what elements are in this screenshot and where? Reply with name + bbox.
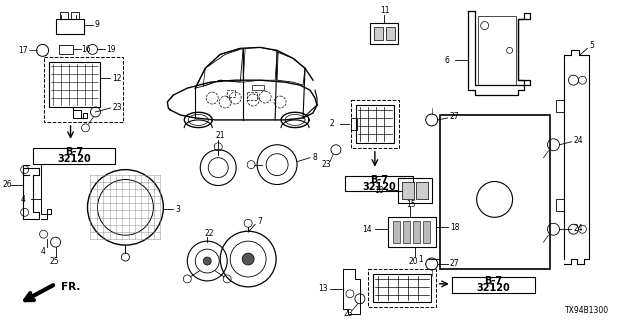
- Circle shape: [204, 257, 211, 265]
- Text: 8: 8: [312, 153, 317, 162]
- Text: 15: 15: [406, 200, 415, 209]
- Text: 27: 27: [450, 112, 460, 122]
- Text: B-7: B-7: [65, 147, 83, 157]
- Text: 14: 14: [362, 225, 372, 234]
- Text: 16: 16: [81, 45, 91, 54]
- Text: 24: 24: [573, 224, 583, 233]
- Text: 32120: 32120: [57, 154, 91, 164]
- Text: 18: 18: [450, 223, 460, 232]
- Text: 19: 19: [106, 45, 116, 54]
- Text: 4: 4: [20, 195, 26, 204]
- Bar: [345, 176, 413, 191]
- Text: 26: 26: [3, 180, 12, 189]
- Bar: [44, 57, 124, 122]
- Text: B-7: B-7: [484, 276, 502, 286]
- Text: FR.: FR.: [61, 282, 80, 292]
- Bar: [370, 22, 398, 44]
- Text: 7: 7: [257, 217, 262, 226]
- Bar: [557, 100, 564, 112]
- Text: 5: 5: [589, 41, 595, 50]
- Bar: [402, 181, 414, 199]
- Text: TX94B1300: TX94B1300: [565, 306, 609, 315]
- Bar: [413, 221, 420, 243]
- Bar: [452, 277, 534, 293]
- Bar: [416, 181, 428, 199]
- Bar: [423, 221, 430, 243]
- Bar: [33, 148, 115, 164]
- Bar: [60, 12, 68, 19]
- Text: 32120: 32120: [476, 283, 510, 293]
- Circle shape: [242, 253, 254, 265]
- Bar: [368, 269, 436, 307]
- Bar: [374, 27, 383, 40]
- Text: 2: 2: [330, 119, 335, 128]
- Bar: [403, 221, 410, 243]
- Text: 32120: 32120: [362, 182, 396, 192]
- Text: 24: 24: [573, 136, 583, 145]
- Bar: [398, 178, 432, 204]
- Bar: [386, 27, 395, 40]
- Text: 13: 13: [318, 284, 328, 293]
- Text: B-7: B-7: [370, 175, 388, 185]
- Bar: [247, 92, 257, 100]
- Text: 20: 20: [409, 257, 419, 266]
- Bar: [393, 221, 400, 243]
- Bar: [59, 45, 72, 54]
- Text: 17: 17: [19, 46, 28, 55]
- Bar: [440, 115, 550, 269]
- Text: 6: 6: [445, 56, 450, 65]
- Bar: [70, 12, 79, 19]
- Bar: [56, 19, 83, 35]
- Text: 25: 25: [49, 257, 60, 266]
- Text: 12: 12: [113, 74, 122, 83]
- Text: 23: 23: [113, 102, 122, 111]
- Bar: [477, 16, 516, 85]
- Text: 9: 9: [95, 20, 99, 29]
- Bar: [373, 274, 431, 302]
- Text: 3: 3: [175, 205, 180, 214]
- Bar: [351, 118, 357, 130]
- Text: 10: 10: [374, 186, 383, 195]
- Bar: [356, 105, 394, 143]
- Bar: [351, 100, 399, 148]
- Text: 23: 23: [344, 309, 353, 318]
- Text: 11: 11: [380, 6, 389, 15]
- Text: 27: 27: [450, 259, 460, 268]
- Bar: [49, 62, 100, 107]
- Bar: [227, 90, 235, 97]
- Bar: [557, 199, 564, 211]
- Bar: [252, 85, 264, 90]
- Text: 1: 1: [418, 254, 422, 264]
- Text: 22: 22: [204, 229, 214, 238]
- Bar: [388, 217, 436, 247]
- Text: 23: 23: [322, 160, 332, 169]
- Text: 21: 21: [215, 131, 225, 140]
- Text: 4: 4: [40, 247, 45, 256]
